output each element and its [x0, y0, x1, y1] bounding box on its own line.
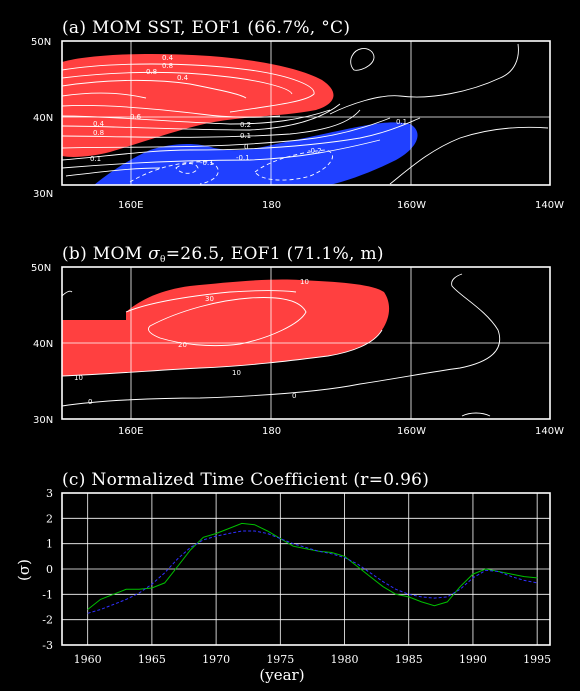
x-tick-label: 1980 — [331, 653, 359, 666]
y-tick-label: -1 — [42, 588, 53, 601]
panel-c-title: (c) Normalized Time Coefficient (r=0.96) — [62, 470, 429, 490]
y-tick-label: 3 — [46, 487, 53, 500]
y-tick-label: 0 — [46, 563, 53, 576]
lon-tick: 180 — [262, 426, 281, 437]
contour-label: 0 — [88, 398, 92, 406]
contour-label: -0.1 — [200, 159, 214, 167]
contour-label: 10 — [232, 369, 241, 377]
contour-label: 30 — [205, 295, 214, 303]
panel-b-title: (b) MOM σθ=26.5, EOF1 (71.1%, m) — [62, 244, 384, 265]
lon-tick: 180 — [262, 200, 281, 211]
lon-tick: 140W — [535, 200, 564, 211]
panel-b-positive-fill — [62, 279, 390, 376]
y-tick-label: 1 — [46, 538, 53, 551]
x-tick-label: 1990 — [459, 653, 487, 666]
lat-tick: 50N — [31, 263, 51, 274]
lat-tick: 30N — [33, 189, 53, 200]
panel-a-map: 0.4 0.8 0.8 0.4 0.4 0.8 0.6 0.2 0.1 0.1 … — [61, 40, 551, 186]
y-tick-label: -3 — [42, 639, 53, 652]
contour-label: 0.8 — [146, 68, 157, 76]
panel-a-positive-fill — [62, 54, 334, 157]
contour-label: 0.2 — [240, 121, 251, 129]
contour-label: 0.4 — [162, 54, 174, 62]
panel-a-negative-fill — [94, 122, 418, 185]
contour-label: -0.2 — [308, 147, 322, 155]
series-line-2 — [87, 530, 538, 614]
x-tick-label: 1985 — [395, 653, 423, 666]
contour-label: 20 — [178, 341, 187, 349]
x-tick-label: 1975 — [266, 653, 294, 666]
x-tick-label: 1965 — [138, 653, 166, 666]
y-axis-label: (σ) — [15, 559, 33, 581]
contour-label: 0.1 — [240, 132, 251, 140]
lat-tick: 40N — [33, 339, 53, 350]
y-tick-label: -2 — [42, 614, 53, 627]
x-tick-label: 1960 — [74, 653, 102, 666]
x-tick-label: 1970 — [202, 653, 230, 666]
contour-label: 0.1 — [396, 118, 407, 126]
time-coefficient-chart: 1960 1965 1970 1975 1980 1985 1990 1995 3 2 1 0 -1 -2… — [42, 487, 551, 666]
lon-tick: 160W — [397, 426, 426, 437]
contour-label: 0.1 — [90, 155, 101, 163]
lat-tick: 40N — [33, 113, 53, 124]
panel-a-title: (a) MOM SST, EOF1 (66.7%, °C) — [62, 18, 350, 38]
series-line-1 — [87, 522, 538, 610]
x-tick-label: 1995 — [523, 653, 551, 666]
panel-b-frame — [61, 266, 551, 420]
lon-tick: 160E — [118, 200, 143, 211]
contour-label: -0.1 — [236, 154, 250, 162]
y-tick-label: 2 — [46, 512, 53, 525]
panel-b-contour-labels: 30 10 20 10 10 0 0 — [74, 278, 309, 406]
contour-label: 0.4 — [177, 74, 189, 82]
lon-tick: 160E — [118, 426, 143, 437]
panel-a-frame — [61, 40, 551, 186]
lon-tick: 160W — [397, 200, 426, 211]
contour-label: 0.8 — [162, 62, 173, 70]
lat-tick: 30N — [33, 415, 53, 426]
contour-label: 10 — [300, 278, 309, 286]
lat-tick: 50N — [31, 37, 51, 48]
lon-tick: 140W — [535, 426, 564, 437]
panel-c-frame — [61, 492, 551, 646]
contour-label: 0.4 — [93, 120, 105, 128]
panel-b-map: 30 10 20 10 10 0 0 — [61, 266, 551, 420]
contour-label: 0 — [244, 143, 248, 151]
contour-label: 0 — [292, 392, 296, 400]
contour-label: 10 — [74, 374, 83, 382]
contour-label: 0.8 — [93, 129, 104, 137]
x-axis-label: (year) — [259, 666, 304, 684]
panel-a-contour-labels: 0.4 0.8 0.8 0.4 0.4 0.8 0.6 0.2 0.1 0.1 … — [90, 54, 407, 167]
